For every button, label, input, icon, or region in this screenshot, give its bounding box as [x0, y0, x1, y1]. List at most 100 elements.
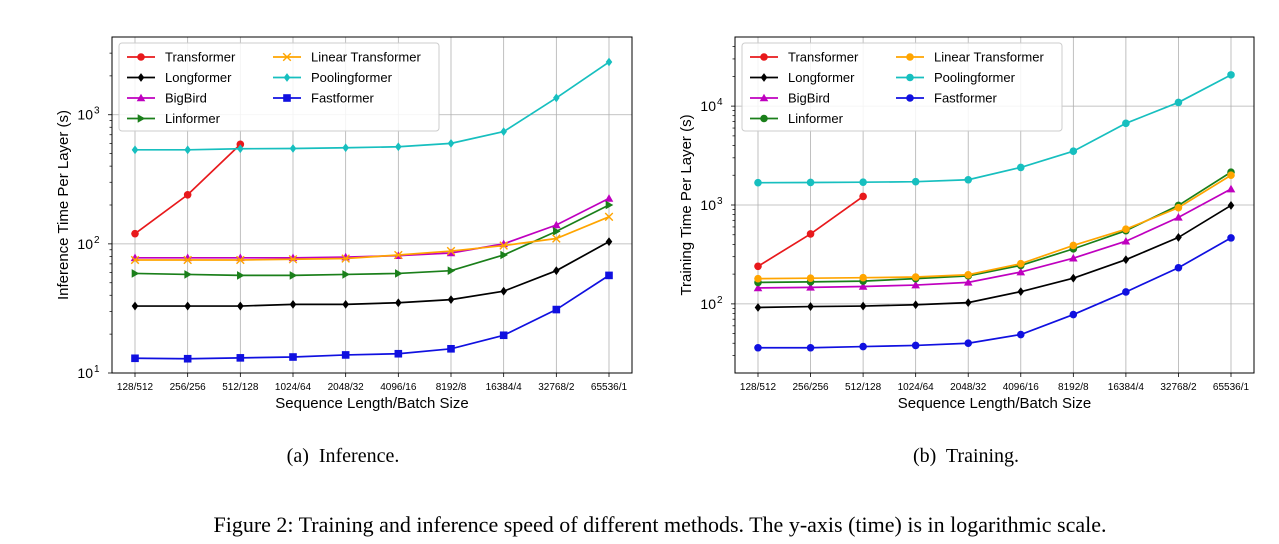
series-line: [757, 174, 1232, 280]
legend-marker: [760, 53, 768, 61]
data-point: [237, 144, 244, 154]
data-point: [859, 273, 867, 282]
y-tick-exponent: 3: [94, 106, 100, 117]
data-point: [859, 192, 867, 201]
data-point: [394, 349, 403, 358]
data-point: [806, 343, 815, 352]
data-point: [1016, 330, 1025, 339]
legend-box: [118, 42, 440, 132]
legend-marker: [283, 73, 291, 82]
data-point: [552, 234, 561, 243]
data-point: [499, 241, 508, 250]
data-point: [131, 354, 139, 363]
legend-label: Longformer: [788, 70, 855, 85]
data-point: [394, 250, 403, 260]
data-point: [1121, 236, 1131, 245]
legend-marker: [906, 53, 914, 61]
legend-marker: [283, 94, 291, 102]
legend-item: Poolingformer: [896, 70, 1016, 85]
series-line: [135, 240, 610, 307]
series-line: [757, 171, 1232, 284]
data-point: [288, 254, 298, 264]
legend-label: BigBird: [165, 91, 207, 106]
legend-label: Fastformer: [311, 91, 375, 106]
y-tick-exponent: 2: [717, 295, 723, 306]
data-point: [184, 270, 192, 279]
legend-label: Transformer: [165, 50, 236, 65]
data-point: [1017, 287, 1025, 297]
legend-marker: [906, 94, 914, 102]
data-point: [447, 344, 455, 353]
data-point: [964, 298, 972, 308]
y-tick-label: 10: [700, 98, 716, 114]
legend-label: Transformer: [788, 50, 859, 65]
data-point: [807, 302, 814, 311]
data-point: [131, 269, 140, 278]
x-tick-label: 32768/2: [1160, 382, 1197, 393]
data-point: [604, 194, 614, 202]
data-point: [1069, 241, 1078, 250]
series-poolingformer: [754, 71, 1235, 187]
data-point: [553, 227, 561, 236]
data-point: [859, 301, 867, 311]
x-tick-label: 65536/1: [1213, 382, 1250, 393]
data-point: [447, 266, 456, 275]
data-point: [911, 341, 920, 350]
series-bigbird: [753, 184, 1236, 292]
data-point: [395, 298, 402, 308]
data-point: [236, 255, 245, 265]
figure-caption: Figure 2: Training and inference speed o…: [213, 512, 1106, 537]
legend-label: Linear Transformer: [934, 50, 1044, 65]
series-line: [757, 74, 1232, 184]
data-point: [806, 274, 815, 282]
data-point: [236, 354, 245, 362]
legend-marker: [137, 53, 145, 61]
data-point: [1227, 71, 1235, 79]
data-point: [500, 127, 507, 137]
data-point: [604, 212, 614, 222]
legend-item: Poolingformer: [273, 70, 393, 85]
y-tick-label: 10: [77, 107, 93, 123]
data-point: [1122, 119, 1130, 128]
subcaption: (a) Inference.: [287, 445, 400, 467]
legend-item: Linear Transformer: [896, 50, 1044, 65]
data-point: [131, 145, 139, 155]
legend-item: Longformer: [750, 70, 855, 85]
data-point: [130, 255, 140, 265]
data-point: [964, 270, 973, 279]
x-tick-label: 1024/64: [898, 382, 935, 393]
data-point: [605, 237, 613, 247]
x-tick-label: 2048/32: [950, 382, 987, 393]
y-tick-exponent: 4: [717, 97, 723, 108]
data-point: [237, 271, 245, 280]
x-tick-label: 512/128: [845, 382, 882, 393]
x-tick-label: 128/512: [740, 382, 777, 393]
y-tick-label: 10: [700, 296, 716, 312]
y-axis-label: Inference Time Per Layer (s): [55, 110, 72, 300]
data-point: [1174, 263, 1183, 272]
legend-box: [741, 42, 1063, 132]
legend-marker: [136, 93, 146, 102]
data-point: [858, 282, 868, 290]
series-longformer: [131, 237, 613, 311]
legend-marker: [137, 73, 145, 82]
legend-marker: [759, 93, 769, 102]
data-point: [964, 175, 973, 184]
training-chart: 128/512 256/256 512/128 1024/64 2048/32 4096/…: [678, 36, 1255, 412]
data-point: [963, 278, 973, 286]
series-transformer: [754, 192, 867, 271]
data-point: [859, 342, 867, 351]
data-point: [499, 331, 508, 340]
data-point: [605, 271, 613, 280]
inference-chart: 128/512 256/256 512/128 1024/64 2048/32 4096/…: [55, 36, 633, 412]
series-line: [758, 237, 1232, 349]
legend-item: Longformer: [127, 70, 232, 85]
data-point: [1016, 163, 1025, 172]
data-point: [395, 269, 403, 278]
legend-label: Poolingformer: [934, 70, 1016, 85]
legend-label: Linformer: [165, 111, 221, 126]
data-point: [342, 270, 350, 279]
data-point: [342, 299, 349, 309]
data-point: [500, 286, 507, 296]
x-tick-label: 4096/16: [380, 382, 417, 393]
